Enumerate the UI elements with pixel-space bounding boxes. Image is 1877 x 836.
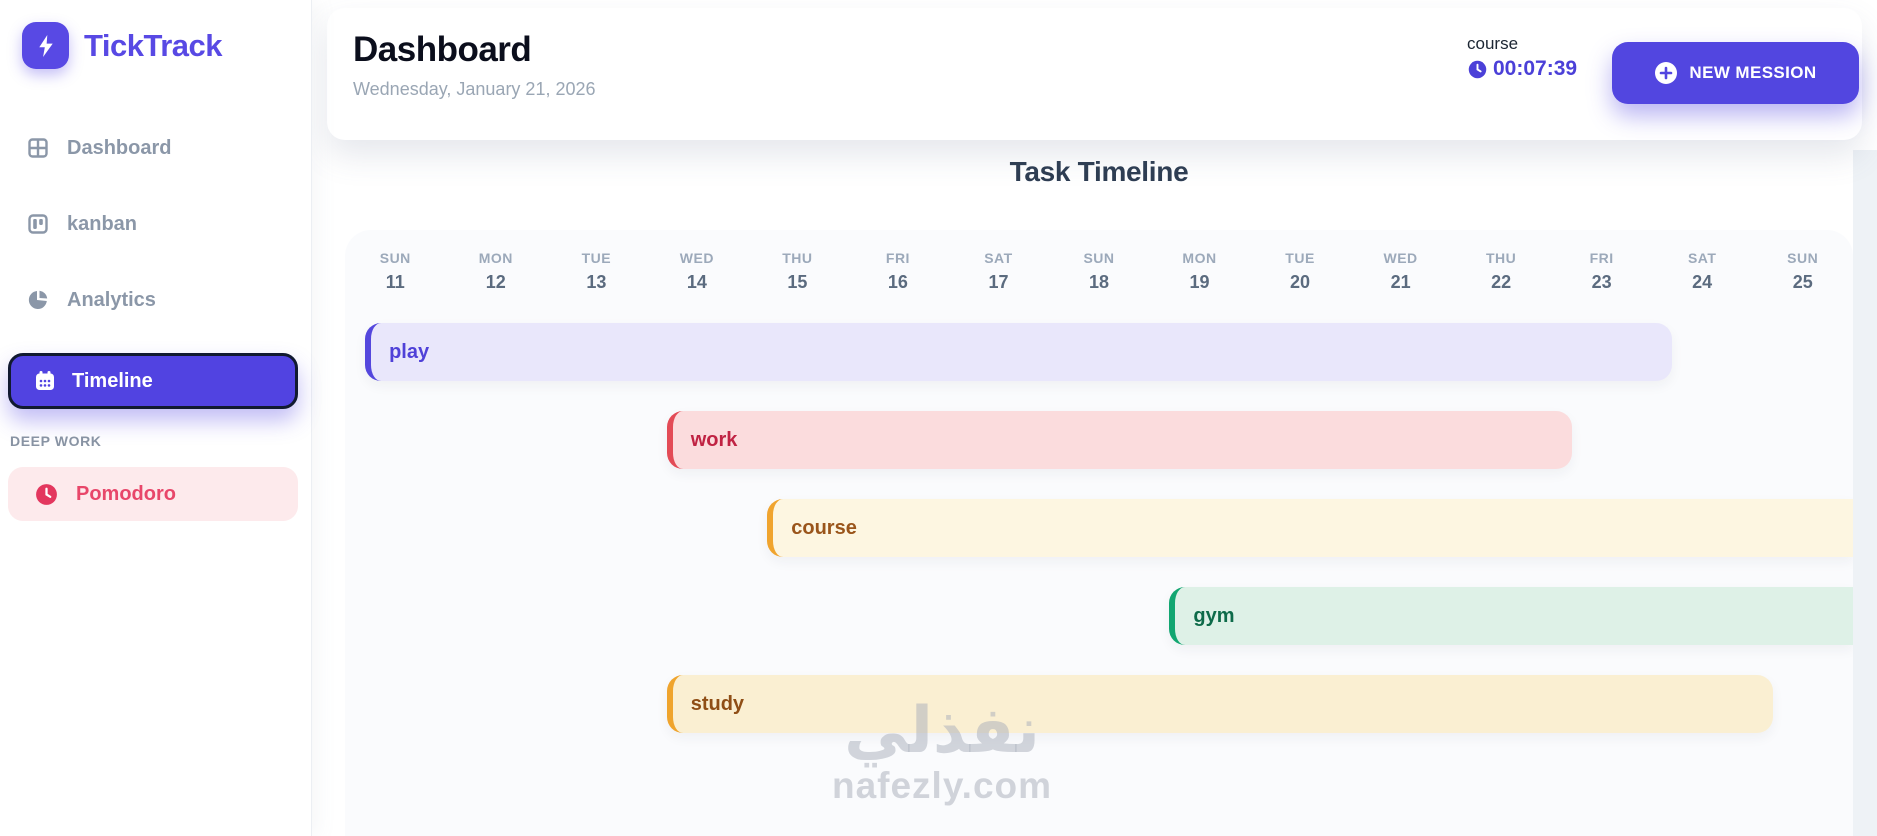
app-title: TickTrack xyxy=(84,27,222,63)
lightning-icon xyxy=(22,22,69,69)
day-number: 18 xyxy=(1088,271,1109,292)
sidebar-item-dashboard[interactable]: Dashboard xyxy=(0,125,311,171)
sidebar-item-kanban[interactable]: kanban xyxy=(0,201,311,247)
sidebar: TickTrack Dashboard kanban xyxy=(0,0,312,836)
task-row: study xyxy=(345,675,1853,733)
day-column: WED 14 xyxy=(647,250,748,293)
task-bar-label: gym xyxy=(1193,604,1235,627)
sidebar-item-analytics[interactable]: Analytics xyxy=(0,277,311,323)
task-bar-label: course xyxy=(791,516,857,539)
session-timer-value: 00:07:39 xyxy=(1493,57,1578,80)
day-column: MON 19 xyxy=(1149,250,1250,293)
new-mission-button[interactable]: NEW MESSION xyxy=(1612,42,1859,104)
sidebar-item-label: Timeline xyxy=(72,369,153,392)
day-number: 17 xyxy=(988,271,1009,292)
day-column: TUE 13 xyxy=(546,250,647,293)
day-name: SUN xyxy=(1083,250,1115,266)
session-task-name: course xyxy=(1467,34,1519,53)
task-row: course xyxy=(345,499,1853,557)
header-card: Dashboard Wednesday, January 21, 2026 co… xyxy=(327,8,1862,140)
pie-chart-icon xyxy=(26,288,50,312)
day-number: 20 xyxy=(1290,271,1311,292)
right-gutter xyxy=(1853,150,1877,836)
day-column: MON 12 xyxy=(446,250,547,293)
sidebar-item-label: Dashboard xyxy=(67,136,172,159)
sidebar-item-label: Pomodoro xyxy=(76,482,176,505)
day-number: 22 xyxy=(1491,271,1512,292)
timeline-title: Task Timeline xyxy=(1009,156,1189,187)
clock-icon xyxy=(1467,59,1488,80)
day-column: SAT 17 xyxy=(948,250,1049,293)
day-name: SUN xyxy=(379,250,411,266)
task-row: play xyxy=(345,323,1853,381)
day-number: 12 xyxy=(485,271,506,292)
day-name: THU xyxy=(1485,250,1517,266)
timeline-bars: play work course gym study xyxy=(345,323,1853,733)
task-bar-study[interactable]: study xyxy=(666,675,1773,733)
day-name: THU xyxy=(782,250,813,266)
day-number: 14 xyxy=(686,271,707,292)
page-title: Dashboard xyxy=(353,30,532,69)
day-number: 11 xyxy=(385,271,405,292)
day-column: SUN 18 xyxy=(1049,250,1150,293)
day-number: 23 xyxy=(1591,271,1612,292)
day-number: 25 xyxy=(1792,271,1813,292)
main-content: Dashboard Wednesday, January 21, 2026 co… xyxy=(311,0,1877,836)
day-column: WED 21 xyxy=(1350,250,1451,293)
task-bar-label: play xyxy=(389,340,430,363)
day-column: SUN 11 xyxy=(345,250,446,293)
day-number: 16 xyxy=(887,271,908,292)
task-bar-gym[interactable]: gym xyxy=(1169,587,1853,645)
day-column: THU 22 xyxy=(1451,250,1552,293)
day-column: FRI 16 xyxy=(848,250,949,293)
app-logo[interactable]: TickTrack xyxy=(0,0,311,69)
day-column: SUN 25 xyxy=(1752,250,1853,293)
task-bar-label: study xyxy=(690,692,745,715)
day-number: 24 xyxy=(1692,271,1713,292)
sidebar-item-pomodoro[interactable]: Pomodoro xyxy=(8,467,298,521)
sidebar-nav: Dashboard kanban Analytics xyxy=(0,125,311,521)
new-mission-label: NEW MESSION xyxy=(1689,63,1817,82)
calendar-icon xyxy=(33,369,57,393)
plus-circle-icon xyxy=(1654,61,1678,85)
sidebar-section-deep-work: DEEP WORK xyxy=(10,433,102,449)
grid-icon xyxy=(26,136,50,160)
task-row: work xyxy=(345,411,1853,469)
day-name: SAT xyxy=(1687,250,1717,266)
sidebar-item-label: Analytics xyxy=(67,288,156,311)
day-name: MON xyxy=(1182,250,1217,266)
page-date: Wednesday, January 21, 2026 xyxy=(353,79,596,99)
day-name: WED xyxy=(679,250,714,266)
task-bar-course[interactable]: course xyxy=(767,499,1853,557)
day-number: 13 xyxy=(586,271,607,292)
day-name: FRI xyxy=(1589,250,1614,266)
day-column: SAT 24 xyxy=(1652,250,1753,293)
day-number: 21 xyxy=(1390,271,1411,292)
day-column: THU 15 xyxy=(747,250,848,293)
day-number: 19 xyxy=(1189,271,1210,292)
task-bar-label: work xyxy=(690,428,738,451)
day-number: 15 xyxy=(787,271,808,292)
kanban-icon xyxy=(26,212,50,236)
day-name: MON xyxy=(478,250,513,266)
clock-icon xyxy=(34,482,59,507)
day-name: SUN xyxy=(1787,250,1819,266)
active-session-widget: course 00:07:39 xyxy=(1467,34,1577,81)
day-name: FRI xyxy=(885,250,910,266)
task-bar-play[interactable]: play xyxy=(365,323,1673,381)
timeline-panel: SUN 11 MON 12 TUE 13 WED 14 THU 15 FRI 16 SAT 17 SUN 18… xyxy=(345,230,1853,836)
day-name: WED xyxy=(1383,250,1418,266)
day-name: TUE xyxy=(1285,250,1315,266)
timeline-days-row: SUN 11 MON 12 TUE 13 WED 14 THU 15 FRI 16 SAT 17 SUN 18… xyxy=(345,230,1853,293)
day-column: TUE 20 xyxy=(1250,250,1351,293)
task-row: gym xyxy=(345,587,1853,645)
day-column: FRI 23 xyxy=(1551,250,1652,293)
sidebar-item-timeline[interactable]: Timeline xyxy=(8,353,298,409)
task-bar-work[interactable]: work xyxy=(666,411,1572,469)
day-name: TUE xyxy=(581,250,612,266)
day-name: SAT xyxy=(984,250,1013,266)
sidebar-item-label: kanban xyxy=(67,212,138,235)
